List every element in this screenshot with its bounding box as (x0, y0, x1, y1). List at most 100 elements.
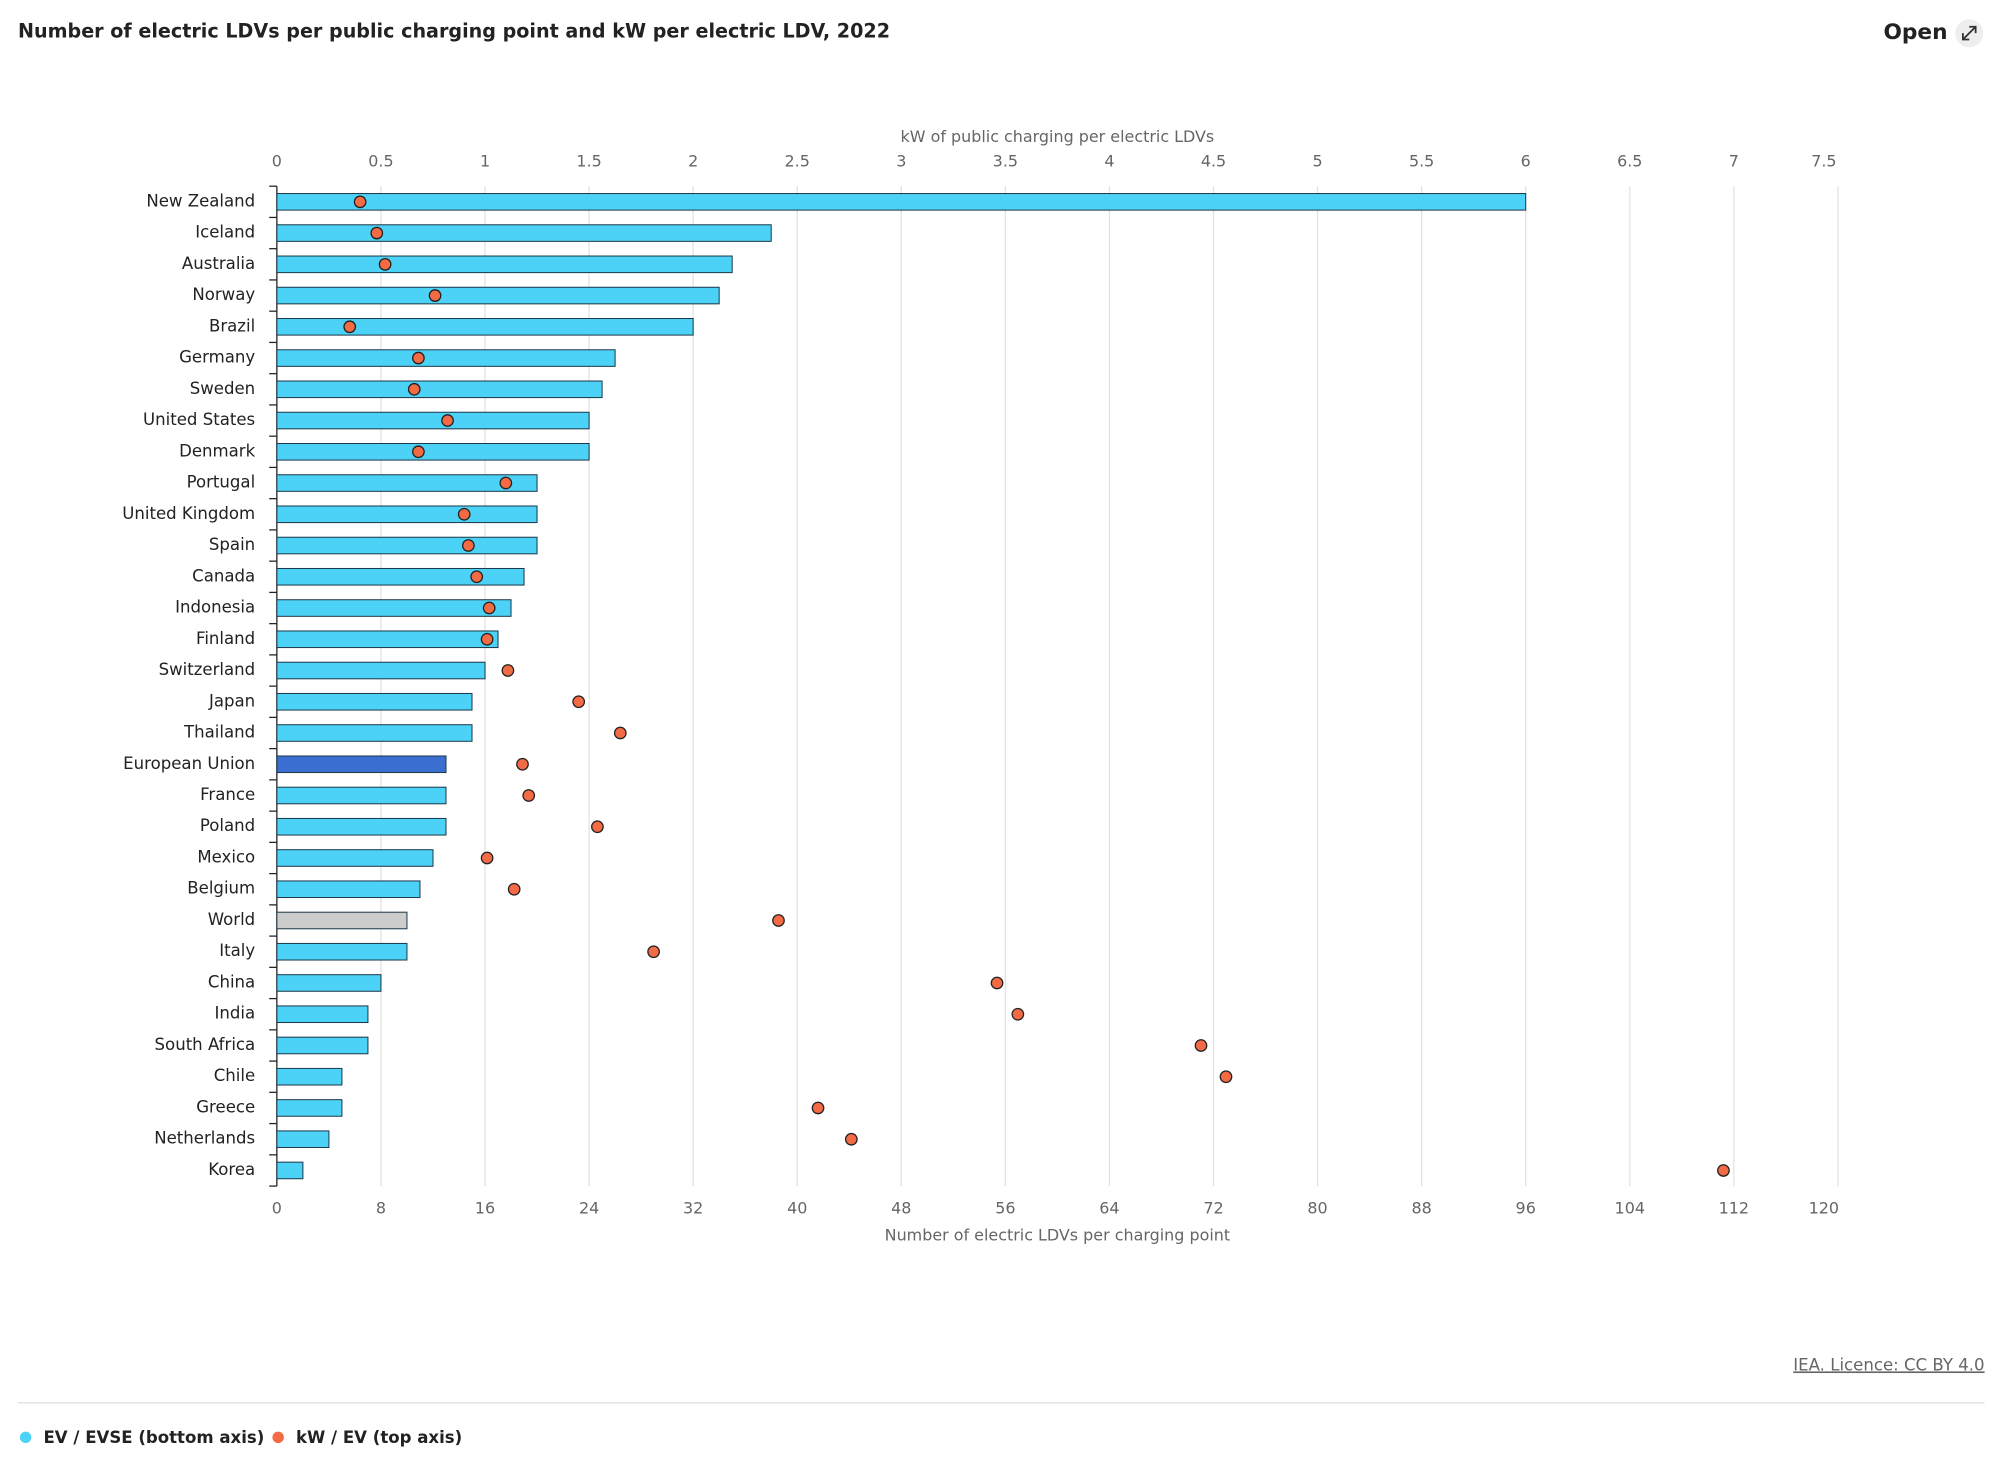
x2-tick-label: 0.5 (368, 151, 393, 170)
legend-swatch (19, 1431, 32, 1444)
y-tick-label: Spain (209, 535, 255, 554)
dot (516, 757, 529, 771)
x2-tick-label: 2.5 (785, 151, 810, 170)
y-tick-label: France (200, 785, 255, 804)
x2-tick-label: 1.5 (576, 151, 601, 170)
dot (647, 945, 660, 959)
bar (276, 505, 538, 524)
y-tick-label: Netherlands (154, 1129, 255, 1148)
bar (276, 349, 616, 367)
bar (276, 255, 733, 274)
x-tick-label: 56 (995, 1199, 1015, 1218)
y-tick-label: Portugal (187, 473, 256, 492)
x2-tick-label: 5 (1312, 151, 1322, 170)
y-tick-label: Greece (196, 1097, 255, 1116)
bar (276, 1099, 343, 1117)
dot (461, 539, 475, 552)
x-tick-label: 104 (1615, 1199, 1645, 1218)
y-tick-label: Canada (192, 566, 255, 585)
dot (501, 664, 515, 677)
x-tick-label: 112 (1719, 1199, 1749, 1218)
y-tick-label: European Union (123, 754, 255, 773)
bar (276, 1067, 343, 1086)
y-tick-label: Iceland (195, 223, 255, 242)
x-tick-label: 8 (376, 1199, 386, 1218)
open-button[interactable]: Open (1884, 20, 1948, 45)
y-tick-label: Poland (200, 816, 255, 835)
dot (412, 351, 425, 365)
dot (507, 882, 521, 896)
x-tick-label: 64 (1099, 1199, 1119, 1218)
x2-tick-label: 5.5 (1409, 151, 1434, 170)
chart-title: Number of electric LDVs per public charg… (18, 19, 890, 42)
bar (276, 1161, 304, 1180)
y-tick-label: Sweden (190, 379, 255, 398)
x2-tick-label: 3.5 (993, 151, 1018, 170)
bar (276, 911, 408, 930)
x-tick-label: 120 (1809, 1199, 1839, 1218)
dot (1194, 1039, 1208, 1052)
dot (441, 414, 454, 427)
dot (412, 445, 425, 459)
bar (276, 567, 525, 586)
dot (522, 789, 536, 802)
x2-tick-label: 6.5 (1617, 151, 1642, 170)
y-tick-label: United States (143, 410, 255, 429)
bar (276, 849, 434, 867)
y-tick-label: Indonesia (175, 598, 255, 617)
dot (1717, 1164, 1730, 1177)
y-tick-label: Switzerland (159, 660, 256, 679)
y-tick-label: Finland (196, 629, 255, 648)
bar (276, 318, 694, 336)
y-tick-label: Thailand (183, 723, 255, 742)
y-tick-label: South Africa (155, 1035, 256, 1054)
y-tick-label: Mexico (197, 847, 255, 866)
x2-tick-label: 2 (688, 151, 698, 170)
legend-label: EV / EVSE (bottom axis) (43, 1428, 264, 1447)
dot (353, 195, 367, 209)
x-tick-label: 24 (579, 1199, 599, 1218)
x2-tick-label: 7 (1729, 151, 1739, 170)
bar (276, 286, 720, 305)
bar (276, 599, 512, 617)
x-tick-label: 32 (683, 1199, 703, 1218)
bar (276, 1130, 330, 1149)
dot (572, 695, 586, 709)
y-tick-label: New Zealand (146, 191, 255, 210)
bar (276, 193, 1527, 211)
bar (276, 411, 590, 430)
legend-swatch (272, 1431, 284, 1444)
x-tick-label: 0 (272, 1199, 282, 1218)
x2-tick-label: 4 (1104, 151, 1114, 170)
x-tick-label: 40 (787, 1199, 807, 1218)
dot (990, 976, 1004, 990)
y-tick-label: India (215, 1004, 256, 1023)
dot (470, 570, 484, 584)
y-tick-label: Belgium (187, 879, 255, 898)
dot (480, 851, 494, 865)
dot (480, 632, 494, 646)
y-tick-label: Italy (219, 941, 255, 960)
bar (276, 880, 421, 899)
dot (343, 320, 357, 334)
y-tick-label: Norway (192, 285, 255, 304)
bar (276, 661, 486, 680)
bar (276, 974, 382, 992)
dot (428, 289, 442, 302)
bar (276, 1036, 369, 1055)
bar (276, 1005, 369, 1024)
source[interactable]: IEA. Licence: CC BY 4.0 (1793, 1355, 1984, 1374)
dot (407, 382, 421, 396)
dot (378, 257, 392, 271)
dot (811, 1101, 825, 1115)
y-tick-label: Japan (208, 691, 255, 710)
bar (276, 786, 447, 805)
x2-tick-label: 0 (272, 151, 282, 170)
dot (591, 820, 604, 834)
y-tick-label: Brazil (209, 316, 255, 335)
dot (1219, 1070, 1233, 1084)
bar (276, 692, 473, 711)
y-tick-label: China (208, 972, 255, 991)
x-tick-label: 96 (1516, 1199, 1536, 1218)
